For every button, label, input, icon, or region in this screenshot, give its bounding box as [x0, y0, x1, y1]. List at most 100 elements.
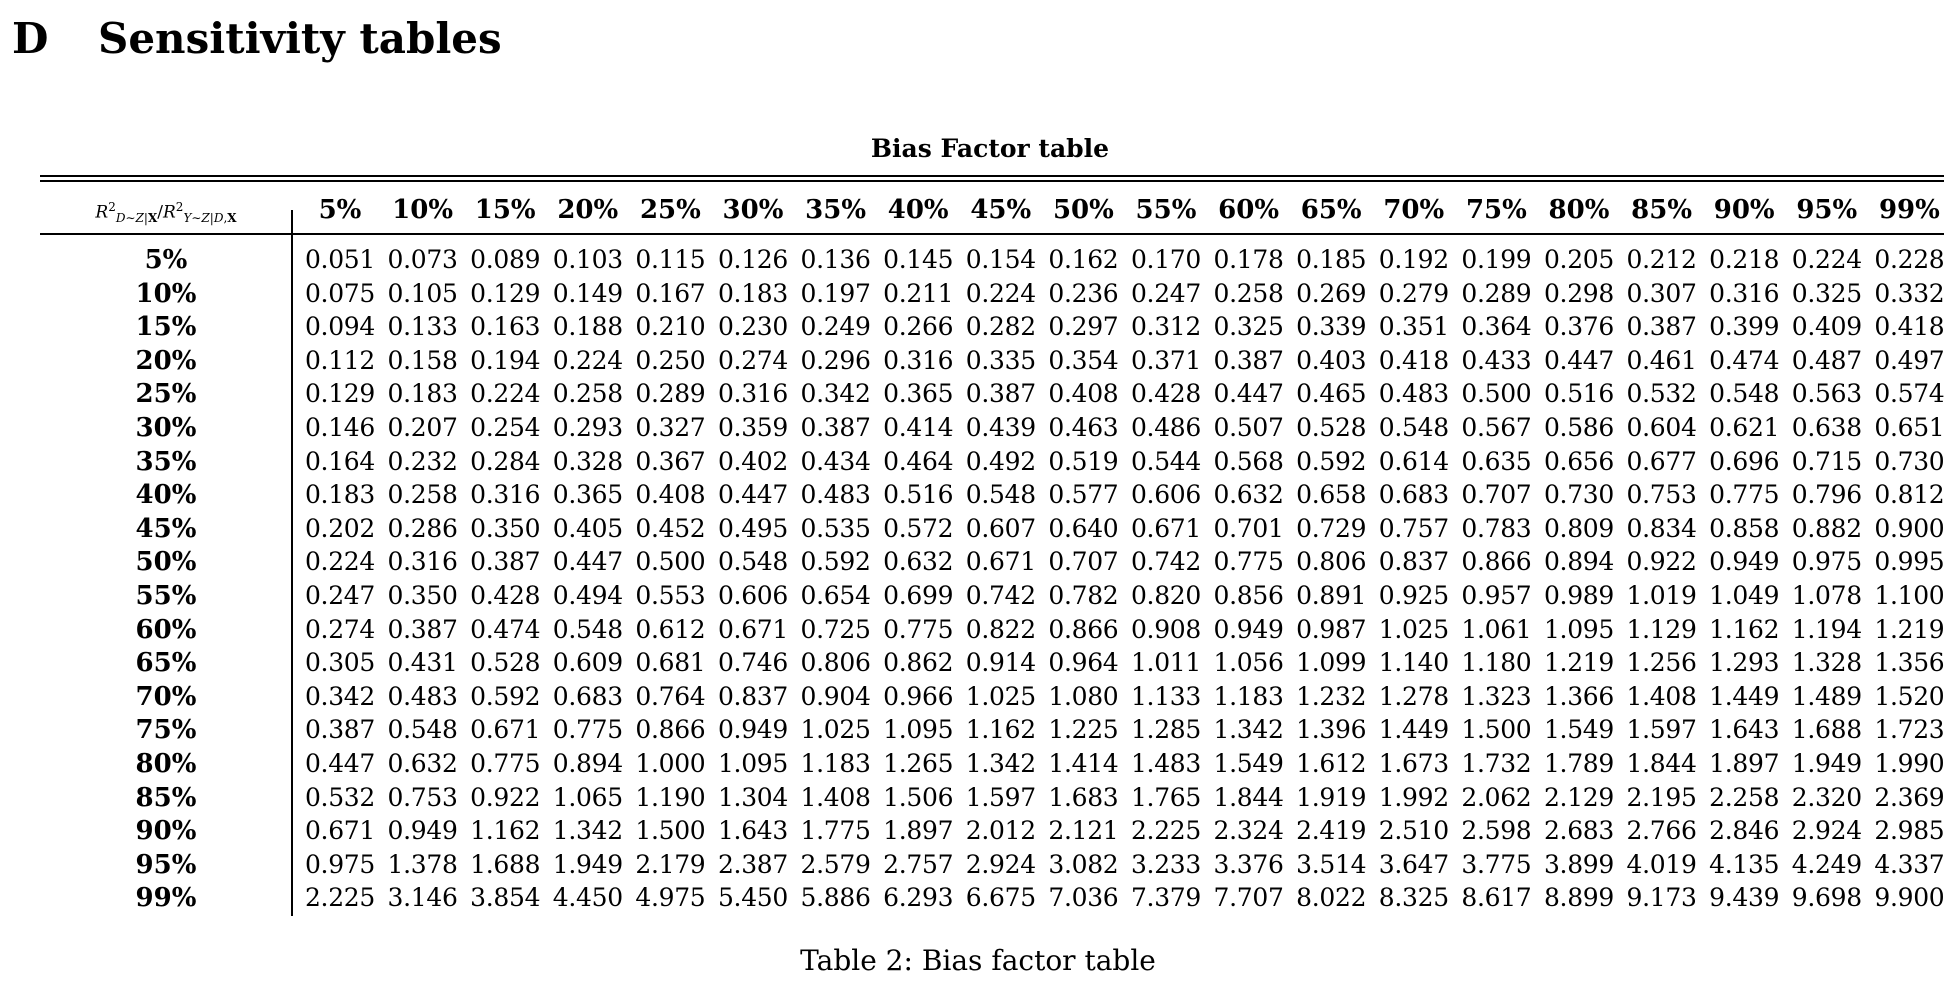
table-cell: 1.949 [552, 849, 623, 879]
table-cell: 0.882 [1791, 513, 1862, 543]
table-cell: 0.528 [470, 648, 541, 678]
table-cell: 1.190 [635, 782, 706, 812]
column-header: 65% [1300, 195, 1362, 225]
table-cell: 1.025 [965, 681, 1036, 711]
table-cell: 3.775 [1461, 849, 1532, 879]
table-cell: 0.073 [387, 245, 458, 274]
table-cell: 3.082 [1048, 849, 1119, 879]
table-cell: 0.500 [1461, 379, 1532, 409]
column-header: 25% [639, 195, 701, 225]
table-cell: 1.775 [800, 816, 871, 846]
table-cell: 0.249 [800, 312, 871, 342]
table-cell: 0.866 [635, 715, 706, 745]
table-cell: 0.296 [800, 345, 871, 375]
table-cell: 0.254 [470, 413, 541, 442]
table-cell: 1.683 [1048, 782, 1119, 812]
table-cell: 0.701 [1213, 513, 1284, 543]
table-cell: 0.447 [1543, 345, 1615, 375]
table-cell: 0.497 [1874, 345, 1945, 375]
table-cell: 0.112 [304, 345, 376, 375]
table-cell: 2.510 [1378, 816, 1449, 846]
table-cell: 5.450 [717, 883, 789, 913]
table-cell: 0.218 [1709, 245, 1780, 274]
row-header: 35% [135, 446, 197, 477]
table-cell: 0.387 [1213, 345, 1284, 375]
column-header: 35% [805, 195, 867, 225]
table-cell: 0.197 [800, 278, 871, 308]
table-cell: 1.183 [1213, 681, 1284, 711]
table-cell: 0.431 [387, 648, 458, 678]
table-cell: 0.350 [470, 513, 541, 543]
table-cell: 0.894 [552, 749, 623, 778]
table-cell: 0.820 [1130, 581, 1202, 610]
table-cell: 4.337 [1874, 849, 1945, 879]
table-cell: 2.195 [1626, 782, 1697, 812]
table-cell: 0.548 [717, 547, 789, 577]
table-cell: 0.316 [470, 480, 541, 510]
table-cell: 0.428 [1130, 379, 1202, 409]
table-cell: 0.115 [635, 245, 706, 274]
table-cell: 0.516 [1543, 379, 1615, 409]
table-cell: 0.075 [304, 278, 376, 308]
table-cell: 0.418 [1378, 345, 1449, 375]
table-cell: 0.632 [387, 749, 458, 778]
table-cell: 1.162 [470, 816, 541, 846]
table-cell: 1.129 [1626, 614, 1697, 644]
table-cell: 0.154 [965, 245, 1036, 274]
table-cell: 0.612 [635, 614, 706, 644]
table-cell: 0.671 [470, 715, 541, 745]
table-cell: 0.609 [552, 648, 623, 678]
table-cell: 1.095 [1543, 614, 1615, 644]
section-title: Sensitivity tables [98, 14, 502, 63]
table-cell: 0.949 [717, 715, 789, 745]
table-cell: 0.834 [1626, 513, 1697, 543]
table-cell: 0.403 [1296, 345, 1367, 375]
table-cell: 0.207 [387, 413, 458, 442]
row-header: 25% [135, 379, 197, 410]
table-top-rule-inner [40, 180, 1944, 182]
table-cell: 7.379 [1130, 883, 1202, 913]
table-cell: 2.846 [1709, 816, 1780, 846]
table-cell: 0.447 [1213, 379, 1284, 409]
table-cell: 0.757 [1378, 513, 1449, 543]
row-header: 60% [135, 614, 197, 645]
table-top-rule [40, 175, 1944, 177]
table-cell: 0.677 [1626, 446, 1697, 476]
table-cell: 0.247 [1130, 278, 1202, 308]
table-cell: 2.924 [1791, 816, 1862, 846]
table-cell: 0.051 [304, 245, 376, 274]
table-cell: 0.286 [387, 513, 458, 543]
table-cell: 1.180 [1461, 648, 1532, 678]
table-cell: 4.135 [1709, 849, 1780, 879]
row-header: 10% [135, 278, 197, 309]
table-cell: 0.464 [883, 446, 954, 476]
table-cell: 2.258 [1709, 782, 1780, 812]
column-header: 85% [1631, 195, 1693, 225]
table-cell: 1.293 [1709, 648, 1780, 678]
table-cell: 1.414 [1048, 749, 1119, 778]
table-cell: 1.449 [1378, 715, 1449, 745]
table-cell: 1.765 [1130, 782, 1202, 812]
table-cell: 0.210 [635, 312, 706, 342]
table-cell: 0.592 [1296, 446, 1367, 476]
table-cell: 0.465 [1296, 379, 1367, 409]
column-header: 70% [1383, 195, 1445, 225]
table-cell: 6.675 [965, 883, 1036, 913]
table-cell: 0.205 [1543, 245, 1615, 274]
table-cell: 1.789 [1543, 749, 1615, 778]
table-cell: 0.574 [1874, 379, 1945, 409]
table-cell: 0.364 [1461, 312, 1532, 342]
table-cell: 0.730 [1543, 480, 1615, 510]
table-cell: 2.766 [1626, 816, 1697, 846]
table-cell: 0.796 [1791, 480, 1862, 510]
table-cell: 0.094 [304, 312, 376, 342]
table-cell: 2.924 [965, 849, 1036, 879]
table-cell: 0.775 [1213, 547, 1284, 577]
table-cell: 0.439 [965, 413, 1036, 442]
table-cell: 7.036 [1048, 883, 1119, 913]
table-cell: 0.325 [1213, 312, 1284, 342]
table-cell: 8.325 [1378, 883, 1449, 913]
table-cell: 0.614 [1378, 446, 1449, 476]
table-cell: 0.671 [965, 547, 1036, 577]
table-cell: 0.367 [635, 446, 706, 476]
